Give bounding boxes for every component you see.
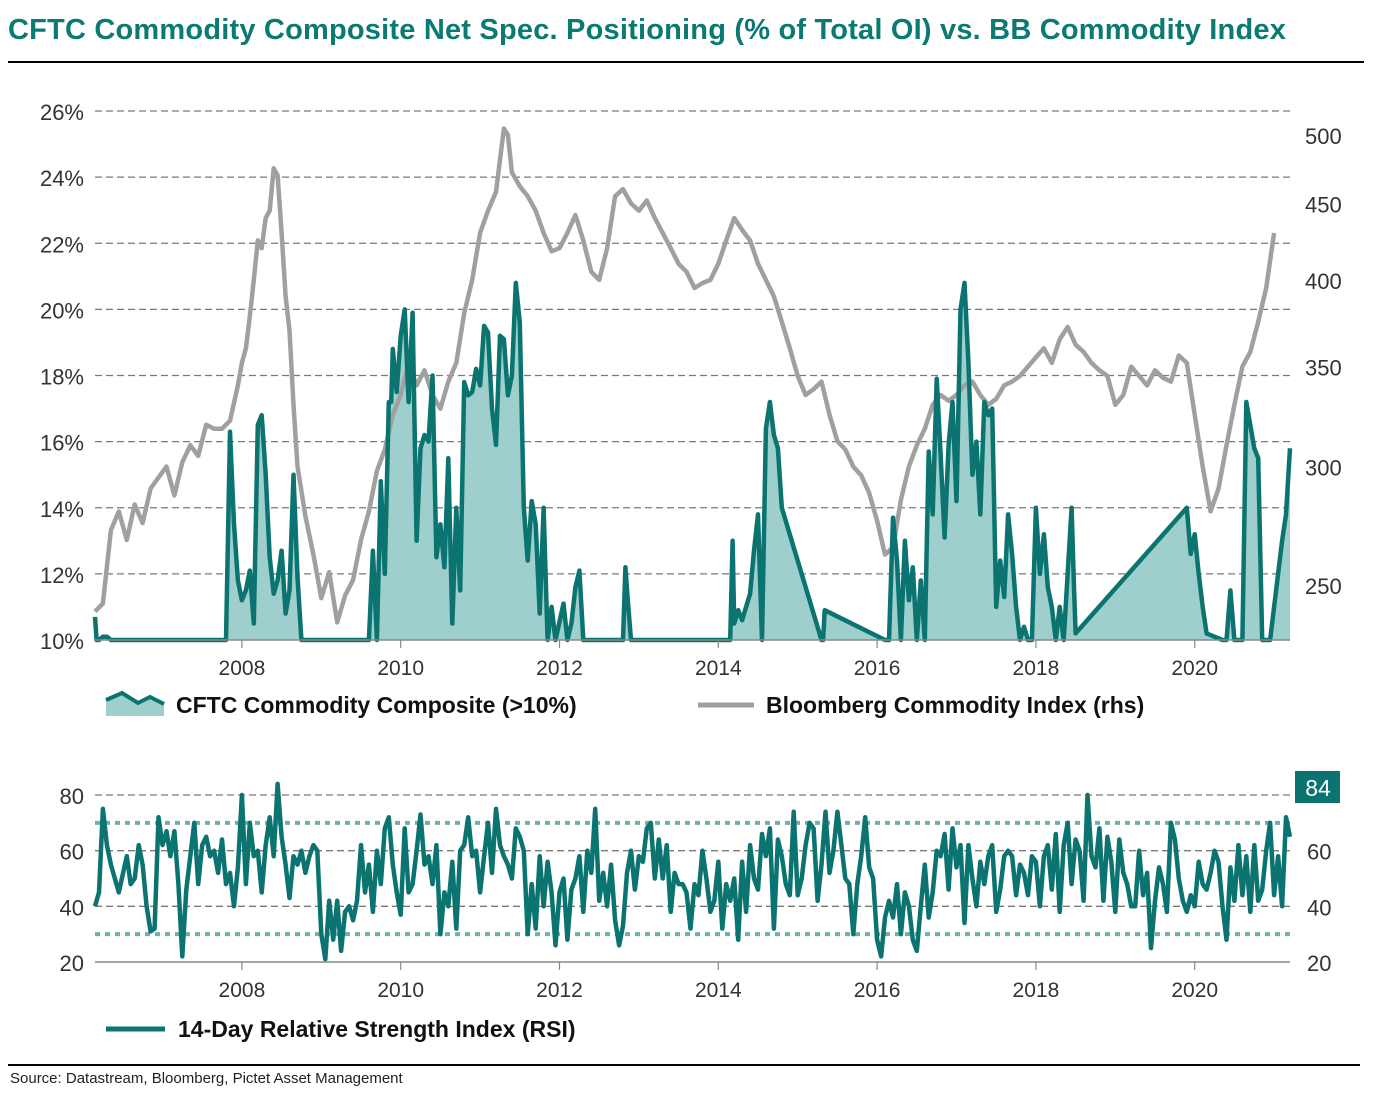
y-tick-label: 20% <box>40 298 84 323</box>
x-tick-label: 2016 <box>854 657 901 680</box>
rsi-last-value: 84 <box>1305 775 1331 801</box>
rsi-x-tick-label: 2020 <box>1171 979 1218 1002</box>
rsi-x-tick-label: 2008 <box>219 979 266 1002</box>
title-divider <box>8 61 1364 63</box>
y-tick-label: 18% <box>40 365 84 390</box>
y2-tick-label: 400 <box>1305 269 1342 294</box>
rsi-x-tick-label: 2014 <box>695 979 742 1002</box>
y-tick-label: 26% <box>40 100 84 125</box>
rsi-y-tick-label: 60 <box>60 840 84 865</box>
rsi-x-tick-label: 2012 <box>536 979 583 1002</box>
y2-tick-label: 500 <box>1305 124 1342 149</box>
bcom-line <box>93 126 1277 625</box>
rsi-y-tick-label: 80 <box>60 784 84 809</box>
rsi-x-tick-label: 2018 <box>1013 979 1060 1002</box>
x-tick-label: 2014 <box>695 657 742 680</box>
main-axes: 10% 12% 14% 16% 18% 20% 22% 24% 26% 250 300 350 400 4… <box>40 100 1342 680</box>
y-tick-label: 22% <box>40 232 84 257</box>
cftc-line <box>92 280 1293 643</box>
y-tick-label: 10% <box>40 629 84 654</box>
x-tick-label: 2018 <box>1013 657 1060 680</box>
cftc-line-layer <box>92 280 1293 643</box>
rsi-x-tick-label: 2016 <box>854 979 901 1002</box>
rsi-x-tick-label: 2010 <box>377 979 424 1002</box>
rsi-y-tick-label: 20 <box>60 951 84 976</box>
bcom-line-layer <box>93 126 1277 625</box>
y2-tick-label: 250 <box>1305 574 1342 599</box>
x-tick-label: 2012 <box>536 657 583 680</box>
rsi-y2-tick-label: 20 <box>1307 951 1331 976</box>
legend-bcom-label: Bloomberg Commodity Index (rhs) <box>766 692 1144 718</box>
rsi-axes: 20 40 60 80 20 40 60 2008 2010 2012 2014 2016 2018 20… <box>60 784 1332 1002</box>
chart-title: CFTC Commodity Composite Net Spec. Posit… <box>8 14 1287 46</box>
legend-cftc: CFTC Commodity Composite (>10%) <box>105 690 577 718</box>
rsi-y2-tick-label: 40 <box>1307 895 1331 920</box>
y2-tick-label: 350 <box>1305 356 1342 381</box>
legend-cftc-swatch-line <box>105 690 165 706</box>
source-divider <box>8 1064 1360 1066</box>
legend-cftc-label: CFTC Commodity Composite (>10%) <box>176 692 577 718</box>
y2-tick-label: 450 <box>1305 192 1342 217</box>
y-tick-label: 12% <box>40 563 84 588</box>
x-tick-label: 2010 <box>377 657 424 680</box>
rsi-last-value-badge: 84 <box>1295 771 1340 803</box>
rsi-line-layer <box>92 781 1293 962</box>
source-note: Source: Datastream, Bloomberg, Pictet As… <box>10 1070 403 1087</box>
legend-rsi-label: 14-Day Relative Strength Index (RSI) <box>178 1016 576 1042</box>
rsi-y2-tick-label: 60 <box>1307 840 1331 865</box>
rsi-line <box>92 781 1293 962</box>
legend-bcom: Bloomberg Commodity Index (rhs) <box>698 692 1144 718</box>
y2-tick-label: 300 <box>1305 456 1342 481</box>
rsi-y-tick-label: 40 <box>60 895 84 920</box>
legend-rsi: 14-Day Relative Strength Index (RSI) <box>106 1016 576 1042</box>
y-tick-label: 16% <box>40 431 84 456</box>
y-tick-label: 24% <box>40 166 84 191</box>
x-tick-label: 2020 <box>1171 657 1218 680</box>
y-tick-label: 14% <box>40 497 84 522</box>
x-tick-label: 2008 <box>219 657 266 680</box>
